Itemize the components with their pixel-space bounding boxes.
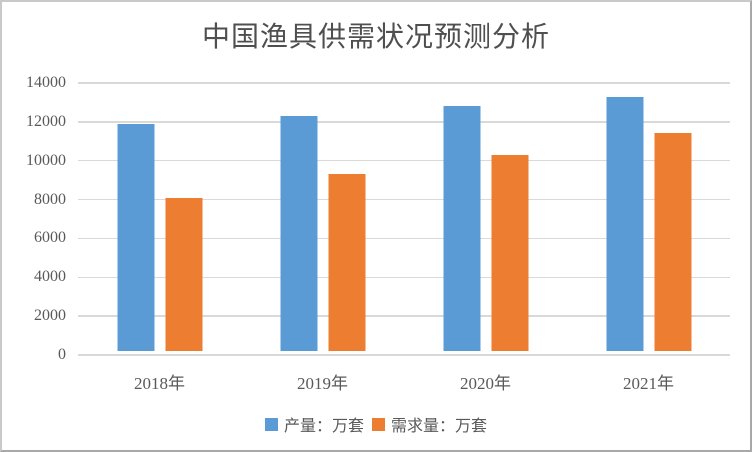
x-tick-label-2018: 2018年 [134,374,185,393]
bar-group-2020 [443,106,528,351]
x-tick-label-2019: 2019年 [297,374,348,393]
legend-label-demand: 需求量：万套 [391,418,488,435]
gridline-4000 [78,276,730,279]
y-tick-label-0: 0 [58,346,66,363]
bar-demand-2019 [328,174,365,351]
x-tick-label-2021: 2021年 [623,374,674,393]
legend-label-production: 产量：万套 [283,418,364,435]
bar-demand-2021 [654,133,691,351]
bar-production-2018 [117,123,154,351]
x-tick-label-2020: 2020年 [460,374,511,393]
legend-swatch-icon [372,417,385,431]
y-tick-label-10000: 10000 [26,151,66,169]
gridline-6000 [78,237,730,240]
bar-production-2019 [280,115,317,351]
bar-demand-2018 [165,197,202,351]
y-tick-label-12000: 12000 [26,112,66,130]
y-tick-label-8000: 8000 [34,190,66,208]
gridline-14000 [78,82,730,84]
chart-title: 中国渔具供需状况预测分析 [201,22,550,53]
y-tick-label-6000: 6000 [34,229,66,247]
y-tick-label-2000: 2000 [34,307,66,325]
legend: 产量：万套 需求量：万套 [2,412,750,436]
bar-group-2021 [606,96,691,351]
bar-production-2020 [443,106,480,351]
bar-group-2018 [117,123,202,351]
bar-group-2019 [280,115,365,351]
gridline-12000 [78,121,730,123]
y-tick-label-14000: 14000 [26,74,66,91]
gridline-2000 [78,315,730,317]
gridline-0 [78,354,730,356]
bar-production-2021 [606,96,643,351]
legend-item-demand: 需求量：万套 [372,412,487,436]
y-tick-label-4000: 4000 [34,268,66,286]
gridline-10000 [78,159,730,162]
legend-swatch-icon [264,417,278,431]
gridline-8000 [78,198,730,201]
bar-demand-2020 [491,154,528,351]
legend-item-production: 产量：万套 [264,412,364,436]
